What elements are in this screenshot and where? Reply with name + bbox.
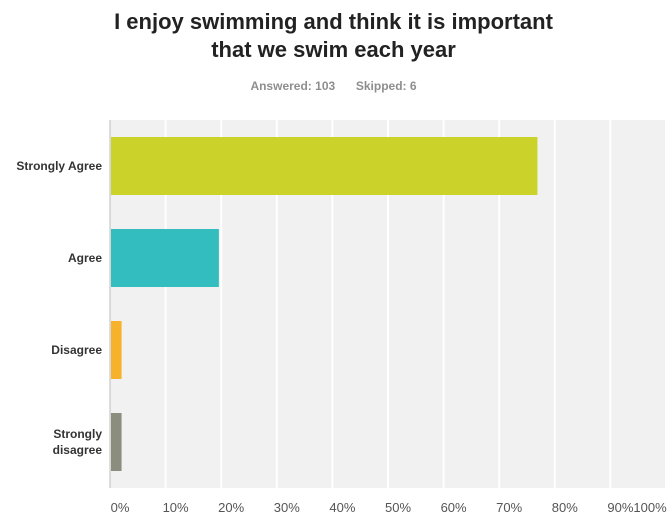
bar-disagree — [111, 321, 122, 379]
chart-title-line-2: that we swim each year — [211, 37, 456, 62]
category-label: Disagree — [51, 343, 102, 357]
x-tick-label: 70% — [496, 500, 522, 515]
bar-strongly-agree — [111, 137, 538, 195]
category-label: Agree — [68, 251, 102, 265]
answered-count: 103 — [315, 79, 336, 93]
answered-label: Answered: — [250, 79, 312, 93]
x-tick-label: 40% — [329, 500, 355, 515]
skipped-count: 6 — [409, 79, 417, 93]
x-tick-label: 90% — [607, 500, 633, 515]
chart-title-line-1: I enjoy swimming and think it is importa… — [114, 9, 553, 34]
bar-agree — [111, 229, 219, 287]
x-tick-label: 30% — [274, 500, 300, 515]
x-tick-label: 100% — [633, 500, 667, 515]
x-tick-label: 80% — [552, 500, 578, 515]
x-tick-label: 20% — [218, 500, 244, 515]
x-tick-label: 0% — [111, 500, 130, 515]
x-tick-label: 60% — [441, 500, 467, 515]
category-label: disagree — [53, 443, 103, 457]
x-tick-label: 50% — [385, 500, 411, 515]
x-tick-label: 10% — [163, 500, 189, 515]
chart-title: I enjoy swimming and think it is importa… — [0, 8, 667, 64]
category-label: Strongly — [53, 427, 102, 441]
category-label: Strongly Agree — [16, 159, 102, 173]
skipped-label: Skipped: — [355, 79, 407, 93]
response-stats: Answered: 103 Skipped: 6 — [0, 79, 667, 93]
bar-strongly-disagree — [111, 413, 122, 471]
